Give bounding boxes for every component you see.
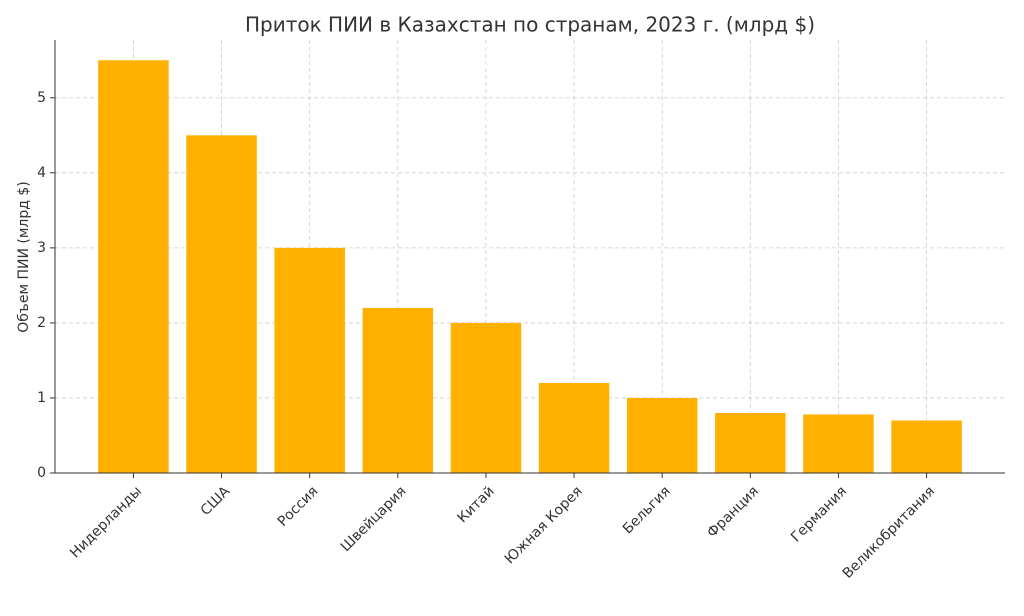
y-tick-label: 0 <box>37 465 46 481</box>
x-tick-label: США <box>198 483 234 519</box>
bar <box>362 307 434 473</box>
bar <box>98 60 169 474</box>
bar <box>803 414 874 473</box>
x-tick-label: Германия <box>788 483 850 545</box>
x-tick-label: Франция <box>704 483 762 541</box>
y-tick-label: 5 <box>37 90 46 106</box>
bar <box>274 247 345 473</box>
y-tick-label: 2 <box>37 315 46 331</box>
bar <box>626 397 698 473</box>
bar <box>538 382 610 473</box>
x-tick-label: Бельгия <box>620 483 674 537</box>
bar <box>891 420 962 473</box>
bar <box>450 322 522 473</box>
y-tick-label: 4 <box>37 165 46 181</box>
x-tick-label: Великобритания <box>840 483 939 582</box>
bar <box>186 135 257 473</box>
x-tick-label: Швейцария <box>338 483 410 555</box>
y-axis-label: Объем ПИИ (млрд $) <box>16 181 32 332</box>
x-tick-label: Нидерланды <box>67 483 145 561</box>
y-tick-label: 1 <box>37 390 46 406</box>
y-tick-label: 3 <box>37 240 46 256</box>
x-tick-label: Россия <box>275 483 322 530</box>
chart-title: Приток ПИИ в Казахстан по странам, 2023 … <box>245 13 815 37</box>
bar <box>715 412 786 473</box>
x-tick-label: Китай <box>455 483 498 526</box>
x-tick-label: Южная Корея <box>502 483 586 567</box>
